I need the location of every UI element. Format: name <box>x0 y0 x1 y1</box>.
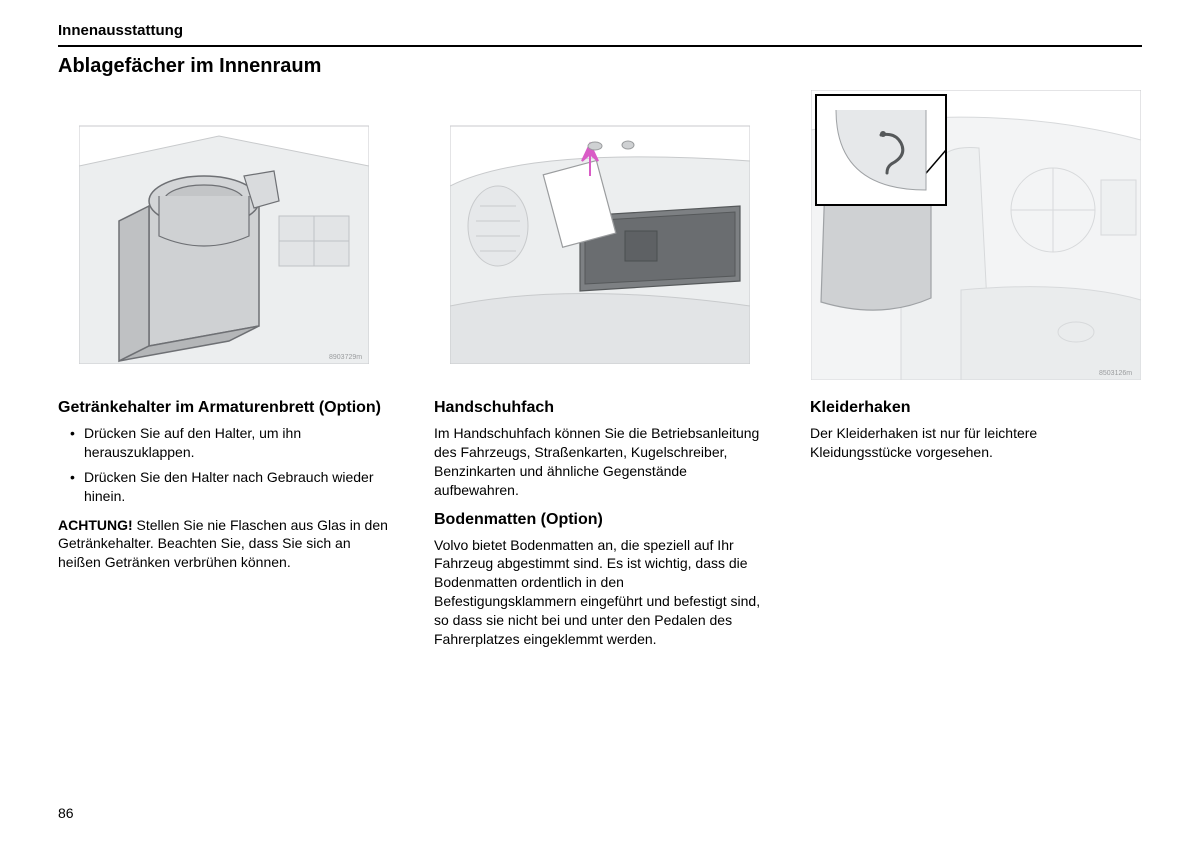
list-item: Drücken Sie den Halter nach Gebrauch wie… <box>70 468 390 506</box>
glovebox-illustration <box>434 100 766 370</box>
glovebox-text: Im Handschuhfach können Sie die Betriebs… <box>434 424 766 500</box>
glovebox-heading: Handschuhfach <box>434 398 766 418</box>
image-code: 8503126m <box>1099 370 1132 377</box>
cupholder-bullets: Drücken Sie auf den Halter, um ihn herau… <box>70 424 390 506</box>
warning-label: ACHTUNG! <box>58 517 133 533</box>
page-number: 86 <box>58 805 74 821</box>
image-code: 8903729m <box>329 354 362 361</box>
list-item: Drücken Sie auf den Halter, um ihn herau… <box>70 424 390 462</box>
cupholder-warning: ACHTUNG! Stellen Sie nie Flaschen aus Gl… <box>58 516 390 573</box>
section-title: Ablagefächer im Innenraum <box>58 55 1142 78</box>
page-header: Innenausstattung <box>58 22 1142 47</box>
column-3: 8503126m Kleiderhaken Der Kleiderhaken i… <box>810 100 1142 659</box>
coat-hook-text: Der Kleiderhaken ist nur für leichtere K… <box>810 424 1142 462</box>
coat-hook-illustration: 8503126m <box>810 100 1142 370</box>
column-1: 8903729m Getränkehalter im Armaturenbret… <box>58 100 390 659</box>
cupholder-illustration: 8903729m <box>58 100 390 370</box>
column-2: Handschuhfach Im Handschuhfach können Si… <box>434 100 766 659</box>
floormats-text: Volvo bietet Bodenmatten an, die speziel… <box>434 536 766 649</box>
floormats-heading: Bodenmatten (Option) <box>434 510 766 530</box>
content-columns: 8903729m Getränkehalter im Armaturenbret… <box>58 100 1142 659</box>
cupholder-heading: Getränkehalter im Armaturenbrett (Option… <box>58 398 390 418</box>
coat-hook-heading: Kleiderhaken <box>810 398 1142 418</box>
